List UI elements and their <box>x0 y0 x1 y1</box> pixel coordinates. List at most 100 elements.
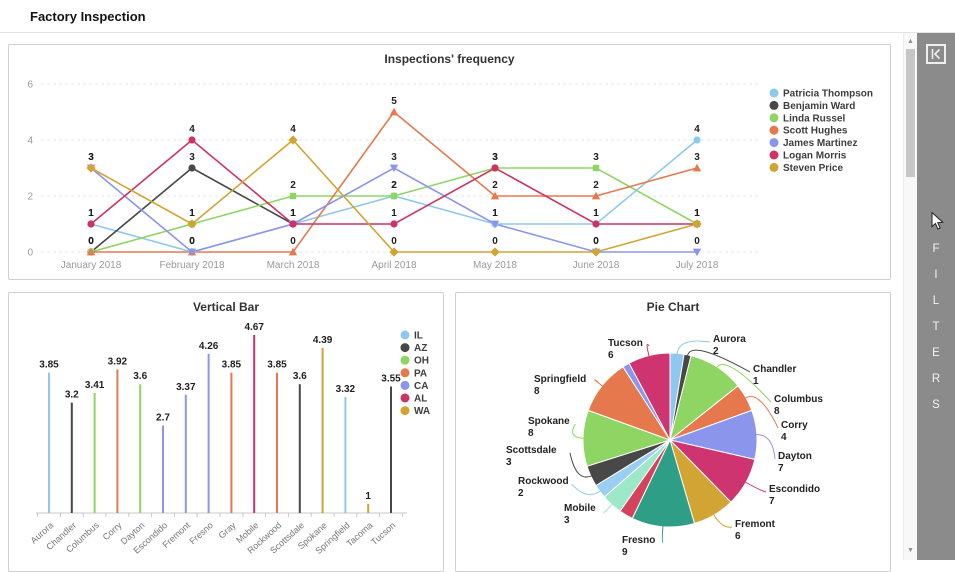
legend-swatch <box>769 113 779 123</box>
data-label: 2 <box>391 180 397 191</box>
legend-label: Scott Hughes <box>783 126 848 137</box>
data-label: 1 <box>593 208 599 219</box>
pie-label-leader <box>594 379 604 387</box>
pie-chart-card: Pie Chart Aurora 2 Chandler 1 Columbus 8 Corry… <box>455 292 891 572</box>
legend-label: WA <box>414 406 430 417</box>
pie-slice-label: Aurora <box>713 334 746 345</box>
pie-label-leader <box>603 503 613 514</box>
bar-chart-title: Vertical Bar <box>192 300 260 314</box>
legend-item[interactable]: AZ <box>400 343 428 354</box>
legend-label: Patricia Thompson <box>783 89 873 100</box>
data-label: 1 <box>88 208 94 219</box>
bar-value-label: 3.32 <box>336 384 356 395</box>
legend-item[interactable]: James Martinez <box>769 138 858 149</box>
pie-slice-label: Chandler <box>753 364 796 375</box>
legend-item[interactable]: Linda Russel <box>769 113 846 124</box>
data-label: 4 <box>290 124 296 135</box>
legend-swatch <box>769 150 779 160</box>
pie-slice-value: 2 <box>518 488 524 499</box>
legend-item[interactable]: Steven Price <box>769 162 844 174</box>
point-marker <box>592 164 600 172</box>
legend-swatch <box>400 406 410 416</box>
legend-swatch <box>400 393 410 403</box>
point-marker <box>188 136 196 144</box>
bar-value-label: 3.41 <box>85 380 105 391</box>
point-marker <box>289 220 297 228</box>
bar[interactable] <box>184 394 187 513</box>
point-marker <box>490 247 500 257</box>
point-marker <box>591 247 601 257</box>
scrollbar-thumb[interactable] <box>906 49 915 177</box>
point-marker <box>87 220 95 228</box>
scroll-up-icon[interactable]: ▲ <box>907 38 914 45</box>
legend-label: AL <box>414 394 427 405</box>
legend-item[interactable]: Scott Hughes <box>769 125 848 137</box>
legend-label: PA <box>414 368 427 379</box>
legend-item[interactable]: PA <box>400 368 428 379</box>
bar[interactable] <box>93 392 96 513</box>
filters-panel[interactable]: F I L T E R S <box>917 33 955 560</box>
scroll-down-icon[interactable]: ▼ <box>907 547 914 554</box>
bar[interactable] <box>298 384 301 513</box>
data-label: 0 <box>290 236 296 247</box>
pie-slice-value: 8 <box>774 406 780 417</box>
pie-slice-value: 6 <box>735 531 741 542</box>
data-label: 1 <box>694 208 700 219</box>
data-label: 1 <box>189 208 195 219</box>
bar[interactable] <box>162 425 164 513</box>
bar[interactable] <box>70 402 73 513</box>
bar[interactable] <box>253 334 256 513</box>
filters-letter: E <box>932 347 940 359</box>
pie-label-leader <box>755 434 776 460</box>
bar[interactable] <box>139 384 142 513</box>
legend-item[interactable]: AL <box>400 393 428 405</box>
data-label: 2 <box>593 180 599 191</box>
bar-category-label: Fresno <box>187 520 215 546</box>
point-marker <box>389 107 399 116</box>
legend-item[interactable]: Logan Morris <box>769 150 847 162</box>
legend-swatch <box>400 330 410 340</box>
legend-item[interactable]: IL <box>400 330 423 342</box>
bar-value-label: 3.85 <box>39 360 59 371</box>
bar[interactable] <box>367 503 370 513</box>
bar[interactable] <box>390 386 392 514</box>
data-label: 3 <box>492 152 498 163</box>
bar-value-label: 3.55 <box>381 374 401 385</box>
pie-label-leader <box>713 513 733 528</box>
pie-slice-label: Spokane <box>528 416 570 427</box>
bar[interactable] <box>116 369 119 513</box>
point-marker <box>86 247 96 256</box>
collapse-panel-button[interactable] <box>926 44 946 64</box>
bar-chart-card: Vertical Bar 3.85 Aurora 3.2 Chandler 3.41 Co… <box>8 292 444 572</box>
legend-item[interactable]: Benjamin Ward <box>769 100 856 112</box>
bar[interactable] <box>48 372 50 513</box>
bar-value-label: 4.67 <box>244 322 264 333</box>
legend-label: IL <box>414 331 423 342</box>
legend-item[interactable]: CA <box>400 380 429 392</box>
pie-slice-value: 1 <box>753 376 759 387</box>
bar-value-label: 1 <box>365 491 371 502</box>
bar[interactable] <box>344 397 347 513</box>
legend-item[interactable]: WA <box>400 406 431 417</box>
data-label: 0 <box>189 236 195 247</box>
point-marker <box>692 219 702 229</box>
line-chart-title: Inspections' frequency <box>384 52 515 66</box>
legend-item[interactable]: OH <box>400 355 430 367</box>
vertical-scrollbar[interactable]: ▲ ▼ <box>903 33 917 560</box>
data-label: 0 <box>391 236 397 247</box>
bar[interactable] <box>276 372 278 513</box>
pie-slice-label: Escondido <box>769 484 820 495</box>
filters-panel-label[interactable]: F I L T E R S <box>917 236 955 418</box>
bar[interactable] <box>207 353 210 513</box>
legend-item[interactable]: Patricia Thompson <box>769 88 874 100</box>
bar-value-label: 3.2 <box>65 390 79 401</box>
point-marker <box>187 248 197 257</box>
pie-slice-value: 8 <box>528 428 534 439</box>
bar[interactable] <box>230 372 233 513</box>
bar[interactable] <box>321 347 324 513</box>
pie-slice-value: 8 <box>534 386 540 397</box>
collapse-left-icon <box>931 48 941 60</box>
x-axis-label: July 2018 <box>676 260 719 271</box>
data-label: 2 <box>391 180 397 191</box>
data-label: 3 <box>391 152 397 163</box>
